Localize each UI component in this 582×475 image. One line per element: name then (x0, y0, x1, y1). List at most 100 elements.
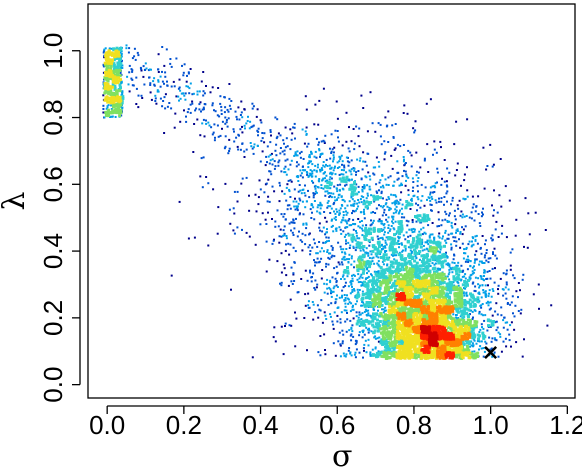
data-point (291, 132, 294, 135)
data-point (470, 332, 474, 336)
data-point (396, 171, 399, 174)
data-point (387, 141, 390, 143)
data-point (295, 154, 298, 157)
data-point (289, 298, 292, 301)
data-point (102, 64, 105, 67)
data-point (108, 75, 112, 79)
data-point (445, 324, 448, 328)
data-point (407, 344, 410, 348)
data-point (433, 236, 435, 239)
data-point (453, 284, 456, 287)
data-point (400, 182, 403, 185)
data-point (422, 279, 426, 283)
data-point (316, 245, 319, 248)
data-point (417, 237, 421, 241)
data-point (380, 299, 383, 303)
data-point (384, 313, 387, 317)
data-point (187, 72, 190, 75)
data-point (196, 93, 199, 96)
data-point (367, 331, 370, 334)
data-point (154, 94, 157, 97)
data-point (382, 311, 385, 314)
data-point (336, 161, 339, 164)
data-point (345, 183, 348, 186)
data-point (374, 252, 378, 256)
data-point (205, 85, 207, 87)
data-point (387, 334, 391, 338)
data-point (366, 184, 369, 187)
data-point (349, 244, 352, 247)
data-point (471, 266, 474, 269)
data-point (534, 211, 537, 214)
data-point (472, 324, 476, 328)
data-point (378, 297, 382, 301)
data-point (427, 290, 431, 294)
data-point (486, 165, 489, 167)
data-point (314, 279, 317, 282)
data-point (320, 299, 323, 302)
data-point (392, 295, 396, 299)
data-point (375, 156, 378, 159)
data-point (328, 178, 331, 181)
data-point (460, 291, 463, 295)
data-point (370, 253, 373, 256)
data-point (438, 340, 442, 344)
data-point (199, 175, 202, 178)
data-point (440, 183, 443, 186)
data-point (342, 173, 345, 176)
data-point (196, 118, 199, 121)
data-point (485, 252, 488, 254)
data-point (332, 192, 335, 195)
data-point (372, 312, 375, 316)
data-point (430, 209, 432, 212)
data-point (492, 290, 495, 292)
data-point (445, 263, 448, 266)
data-point (340, 154, 343, 157)
data-point (353, 142, 356, 145)
data-point (437, 218, 440, 221)
data-point (474, 259, 476, 262)
data-point (372, 219, 375, 222)
data-point (343, 354, 346, 357)
data-point (108, 86, 112, 90)
data-point (335, 281, 338, 284)
data-point (489, 325, 492, 328)
data-point (445, 322, 449, 326)
data-point (519, 289, 521, 292)
data-point (448, 268, 451, 271)
data-point (546, 324, 549, 327)
data-point (236, 118, 238, 121)
data-point (386, 344, 390, 348)
data-point (322, 187, 325, 190)
data-point (342, 286, 345, 289)
data-point (445, 180, 448, 183)
data-point (348, 218, 351, 220)
data-point (344, 219, 347, 222)
data-point (377, 122, 380, 125)
data-point (445, 241, 448, 244)
data-point (170, 65, 173, 68)
data-point (403, 259, 407, 263)
data-point (294, 151, 297, 154)
data-point (396, 178, 399, 181)
data-point (119, 78, 122, 82)
data-point (114, 56, 118, 60)
data-point (361, 276, 364, 279)
data-point (323, 211, 326, 213)
data-point (429, 278, 433, 282)
data-point (404, 279, 408, 283)
data-point (304, 304, 307, 307)
data-point (353, 202, 356, 205)
data-point (393, 201, 396, 204)
data-point (484, 314, 487, 317)
data-point (408, 228, 411, 231)
data-point (290, 221, 293, 224)
data-point (378, 220, 381, 223)
data-point (381, 206, 384, 209)
data-point (387, 227, 390, 229)
data-point (400, 339, 404, 342)
data-point (426, 241, 429, 244)
data-point (309, 172, 312, 175)
data-point (368, 185, 371, 188)
data-point (350, 190, 354, 194)
